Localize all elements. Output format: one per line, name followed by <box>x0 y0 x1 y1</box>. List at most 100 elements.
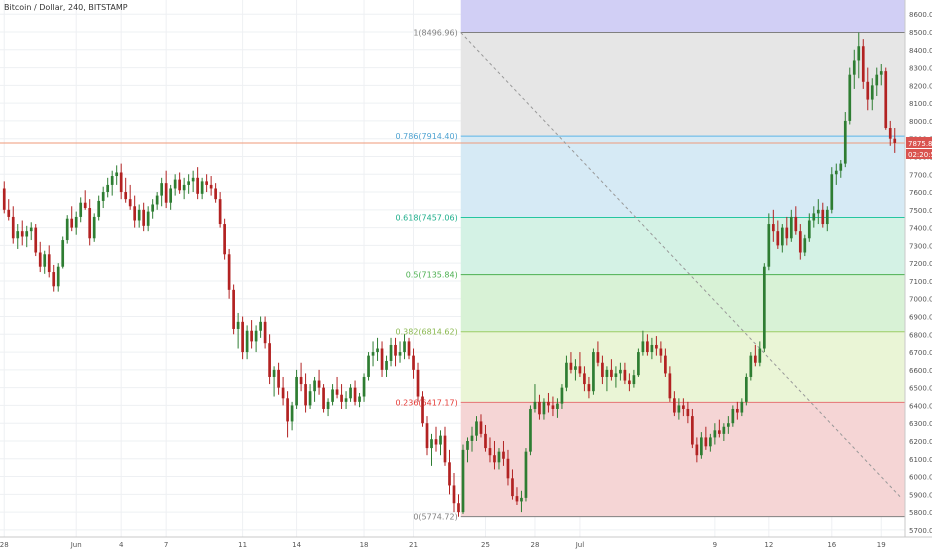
candle-body[interactable] <box>861 46 865 82</box>
candle-body[interactable] <box>709 437 712 447</box>
candle-body[interactable] <box>502 451 505 459</box>
candle-body[interactable] <box>272 369 276 377</box>
candle-body[interactable] <box>191 177 195 182</box>
candle-body[interactable] <box>65 218 69 241</box>
candle-body[interactable] <box>655 344 658 349</box>
candle-body[interactable] <box>43 254 47 267</box>
candle-body[interactable] <box>807 220 811 239</box>
candle-body[interactable] <box>295 376 298 406</box>
candle-body[interactable] <box>16 231 20 239</box>
candle-body[interactable] <box>870 85 874 100</box>
candle-body[interactable] <box>785 227 789 239</box>
candle-body[interactable] <box>196 177 199 194</box>
candle-body[interactable] <box>574 366 577 370</box>
candle-body[interactable] <box>416 369 420 397</box>
candle-body[interactable] <box>825 209 829 225</box>
candle-body[interactable] <box>542 401 546 415</box>
candle-body[interactable] <box>232 289 235 329</box>
candle-body[interactable] <box>223 224 226 255</box>
candle-body[interactable] <box>789 216 793 239</box>
candle-body[interactable] <box>879 71 883 75</box>
candle-body[interactable] <box>718 430 721 434</box>
candle-body[interactable] <box>322 387 325 409</box>
candle-body[interactable] <box>160 183 164 196</box>
candle-body[interactable] <box>281 387 285 399</box>
candle-body[interactable] <box>834 170 838 175</box>
candle-body[interactable] <box>430 439 433 449</box>
candle-body[interactable] <box>88 208 92 239</box>
candle-body[interactable] <box>335 389 339 395</box>
candle-body[interactable] <box>583 373 586 385</box>
candle-body[interactable] <box>628 380 631 385</box>
candle-body[interactable] <box>673 398 676 413</box>
candle-body[interactable] <box>610 369 613 377</box>
candle-body[interactable] <box>744 376 748 402</box>
candle-body[interactable] <box>205 181 208 185</box>
candle-body[interactable] <box>398 352 402 356</box>
candle-body[interactable] <box>875 74 879 86</box>
candle-body[interactable] <box>758 348 762 363</box>
candle-body[interactable] <box>686 408 690 417</box>
candle-body[interactable] <box>884 71 888 129</box>
candle-body[interactable] <box>700 437 703 456</box>
candle-body[interactable] <box>2 188 6 210</box>
candle-body[interactable] <box>34 227 38 253</box>
candle-body[interactable] <box>722 426 726 434</box>
candle-body[interactable] <box>187 181 190 185</box>
candle-body[interactable] <box>263 321 267 344</box>
candle-body[interactable] <box>812 213 816 221</box>
candle-body[interactable] <box>124 192 128 200</box>
candle-body[interactable] <box>358 396 361 402</box>
candle-body[interactable] <box>637 352 640 376</box>
candle-body[interactable] <box>227 254 231 290</box>
candle-body[interactable] <box>394 344 397 356</box>
candle-body[interactable] <box>61 240 65 267</box>
candle-body[interactable] <box>209 184 213 189</box>
candle-body[interactable] <box>20 231 24 237</box>
candle-body[interactable] <box>771 224 775 232</box>
candle-body[interactable] <box>97 200 101 217</box>
candle-body[interactable] <box>331 389 334 402</box>
candle-body[interactable] <box>299 376 303 385</box>
candle-body[interactable] <box>596 352 600 363</box>
candle-body[interactable] <box>344 398 348 402</box>
candle-body[interactable] <box>29 227 33 232</box>
candle-body[interactable] <box>776 231 780 246</box>
candle-body[interactable] <box>843 120 847 164</box>
candle-body[interactable] <box>304 384 307 406</box>
candle-body[interactable] <box>731 408 735 424</box>
candle-body[interactable] <box>515 496 519 502</box>
candle-body[interactable] <box>169 188 173 203</box>
candle-body[interactable] <box>893 138 897 143</box>
candle-body[interactable] <box>556 403 559 409</box>
candle-body[interactable] <box>128 199 132 207</box>
candle-body[interactable] <box>173 179 177 189</box>
candle-body[interactable] <box>479 421 483 434</box>
candle-body[interactable] <box>101 192 105 201</box>
candle-body[interactable] <box>443 435 447 463</box>
candle-body[interactable] <box>726 423 730 427</box>
candle-body[interactable] <box>691 416 694 445</box>
candle-body[interactable] <box>380 348 384 370</box>
candle-body[interactable] <box>601 362 604 377</box>
candle-body[interactable] <box>412 355 415 370</box>
candle-body[interactable] <box>407 341 411 356</box>
candle-body[interactable] <box>803 238 807 253</box>
candle-body[interactable] <box>664 355 667 374</box>
candle-body[interactable] <box>753 355 757 363</box>
candle-body[interactable] <box>762 266 766 349</box>
candle-body[interactable] <box>682 405 685 409</box>
candle-body[interactable] <box>650 344 654 353</box>
candle-body[interactable] <box>623 369 627 381</box>
candle-body[interactable] <box>83 202 87 209</box>
candle-body[interactable] <box>106 184 110 193</box>
candle-body[interactable] <box>735 408 739 413</box>
candle-body[interactable] <box>839 163 843 171</box>
candle-body[interactable] <box>403 341 406 353</box>
candle-body[interactable] <box>164 183 168 203</box>
candle-body[interactable] <box>353 387 357 402</box>
candle-body[interactable] <box>155 195 159 205</box>
candle-body[interactable] <box>484 433 487 449</box>
